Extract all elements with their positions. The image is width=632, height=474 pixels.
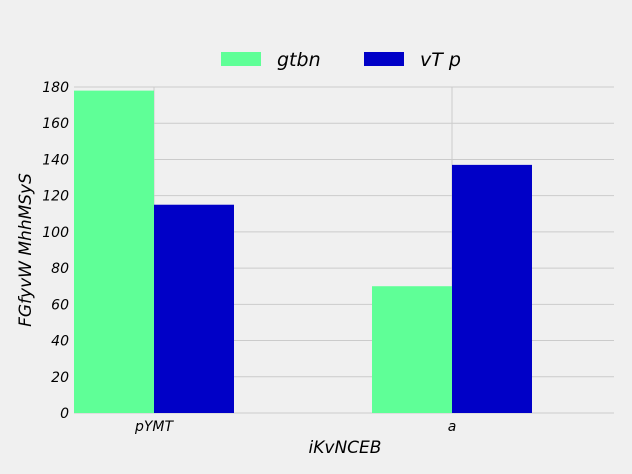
bar-gtbn-pYMT: [74, 90, 154, 413]
y-tick-label: 20: [51, 370, 69, 386]
legend-label: gtbn: [277, 49, 321, 71]
bar-vT-p-a: [452, 164, 532, 413]
x-axis-label: iKvNCEB: [309, 438, 382, 458]
x-tick-label: pYMT: [134, 419, 175, 435]
x-tick-label: a: [448, 419, 457, 435]
y-tick-label: 140: [42, 152, 69, 168]
legend-label: vT p: [420, 49, 461, 71]
y-tick-label: 120: [42, 189, 69, 205]
y-tick-label: 60: [51, 297, 69, 313]
legend-swatch: [364, 52, 404, 66]
y-tick-label: 100: [42, 225, 69, 241]
y-axis-label: FGfyvW MhhMSyS: [16, 173, 36, 327]
x-axis-ticks: pYMT a: [134, 419, 456, 435]
legend: gtbn vT p: [221, 49, 461, 71]
legend-swatch: [221, 52, 261, 66]
y-tick-label: 180: [42, 80, 69, 96]
bars: [74, 90, 532, 413]
y-tick-label: 40: [51, 334, 69, 350]
y-axis-ticks: 0 20 40 60 80 100 120 140 160 180: [42, 80, 69, 422]
bar-vT-p-pYMT: [154, 204, 234, 413]
y-tick-label: 80: [51, 261, 69, 277]
y-tick-label: 160: [42, 116, 69, 132]
y-tick-label: 0: [60, 406, 69, 422]
bar-gtbn-a: [372, 286, 452, 413]
